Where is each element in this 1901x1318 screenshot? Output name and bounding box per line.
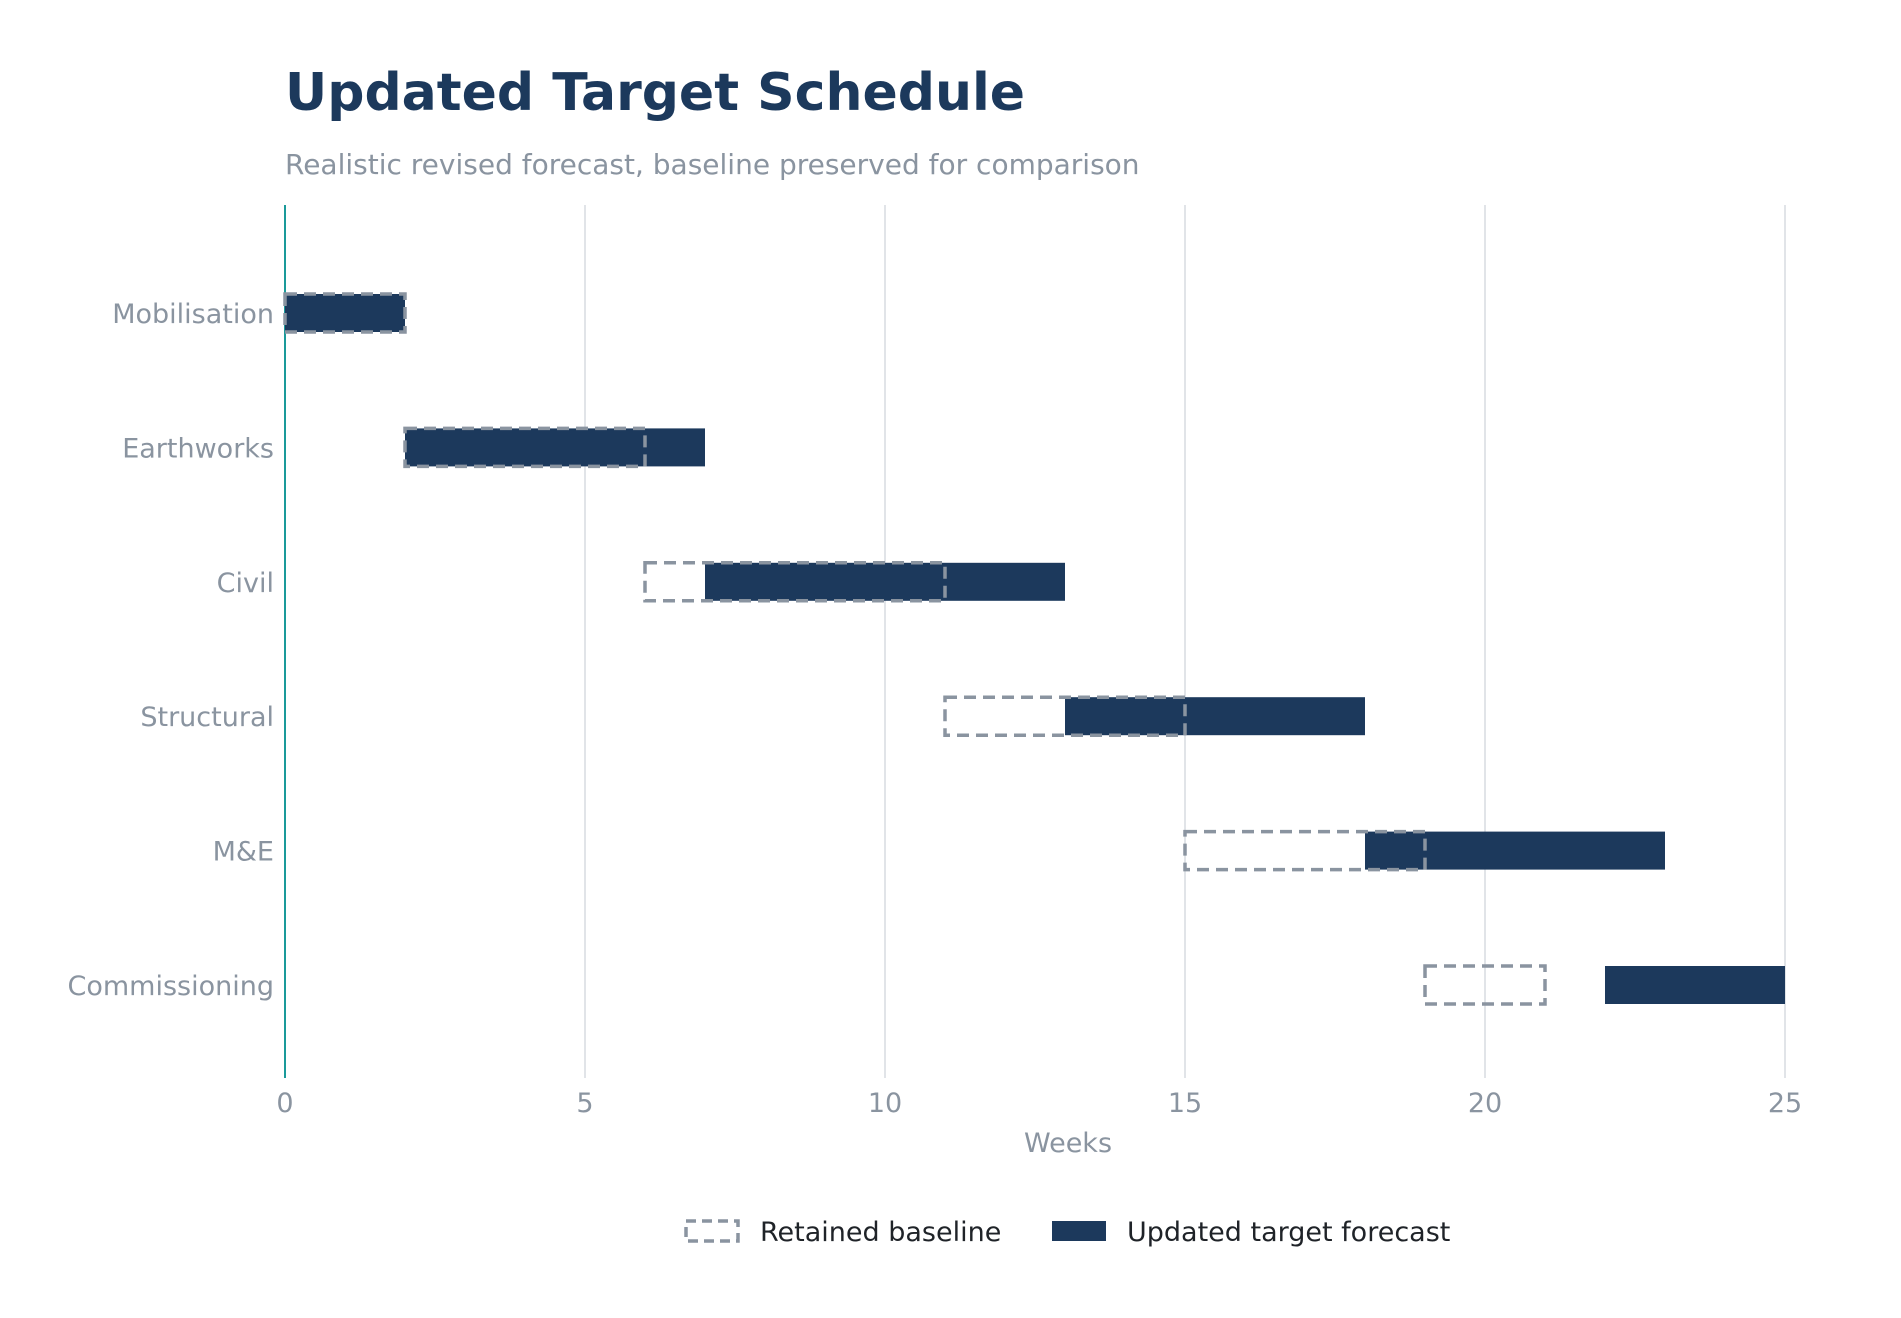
x-axis-label: Weeks: [1024, 1128, 1112, 1159]
forecast-bar: [285, 294, 405, 332]
y-tick-label: Mobilisation: [112, 299, 274, 330]
y-tick-label: M&E: [213, 837, 274, 868]
baseline-bar: [643, 561, 947, 603]
y-tick-label: Commissioning: [68, 971, 275, 1002]
bars-layer: [283, 292, 1785, 1006]
forecast-bar: [1605, 966, 1785, 1004]
baseline-bar: [1183, 829, 1427, 872]
baseline-bar: [943, 695, 1187, 737]
baseline-bar: [1423, 964, 1547, 1006]
legend: Retained baseline Updated target forecast: [684, 1217, 1450, 1248]
chart-title: Updated Target Schedule: [285, 63, 1025, 123]
x-tick-label: 15: [1168, 1088, 1202, 1119]
legend-swatch-forecast: [1052, 1221, 1106, 1241]
baseline-bar: [403, 426, 647, 469]
x-tick-label: 25: [1768, 1088, 1802, 1119]
chart-subtitle: Realistic revised forecast, baseline pre…: [285, 148, 1140, 181]
forecast-bar: [1065, 697, 1365, 736]
legend-label-forecast: Updated target forecast: [1127, 1217, 1450, 1248]
x-tick-label: 5: [576, 1088, 593, 1119]
baseline-bar: [283, 292, 407, 334]
forecast-bar: [405, 428, 705, 467]
y-tick-label: Earthworks: [122, 433, 274, 464]
grid-layer: [284, 205, 1786, 1078]
forecast-bar: [705, 562, 1065, 601]
labels-layer: 0 5 10 15 20 25 Mobilisation Earthworks Civil Str…: [68, 299, 1803, 1119]
x-tick-label: 10: [868, 1088, 902, 1119]
x-tick-label: 20: [1468, 1088, 1502, 1119]
legend-swatch-baseline: [684, 1219, 740, 1243]
y-tick-label: Civil: [217, 568, 274, 599]
legend-label-baseline: Retained baseline: [760, 1217, 1001, 1248]
forecast-bar: [1365, 831, 1665, 870]
x-tick-label: 0: [276, 1088, 293, 1119]
y-tick-label: Structural: [140, 702, 274, 733]
